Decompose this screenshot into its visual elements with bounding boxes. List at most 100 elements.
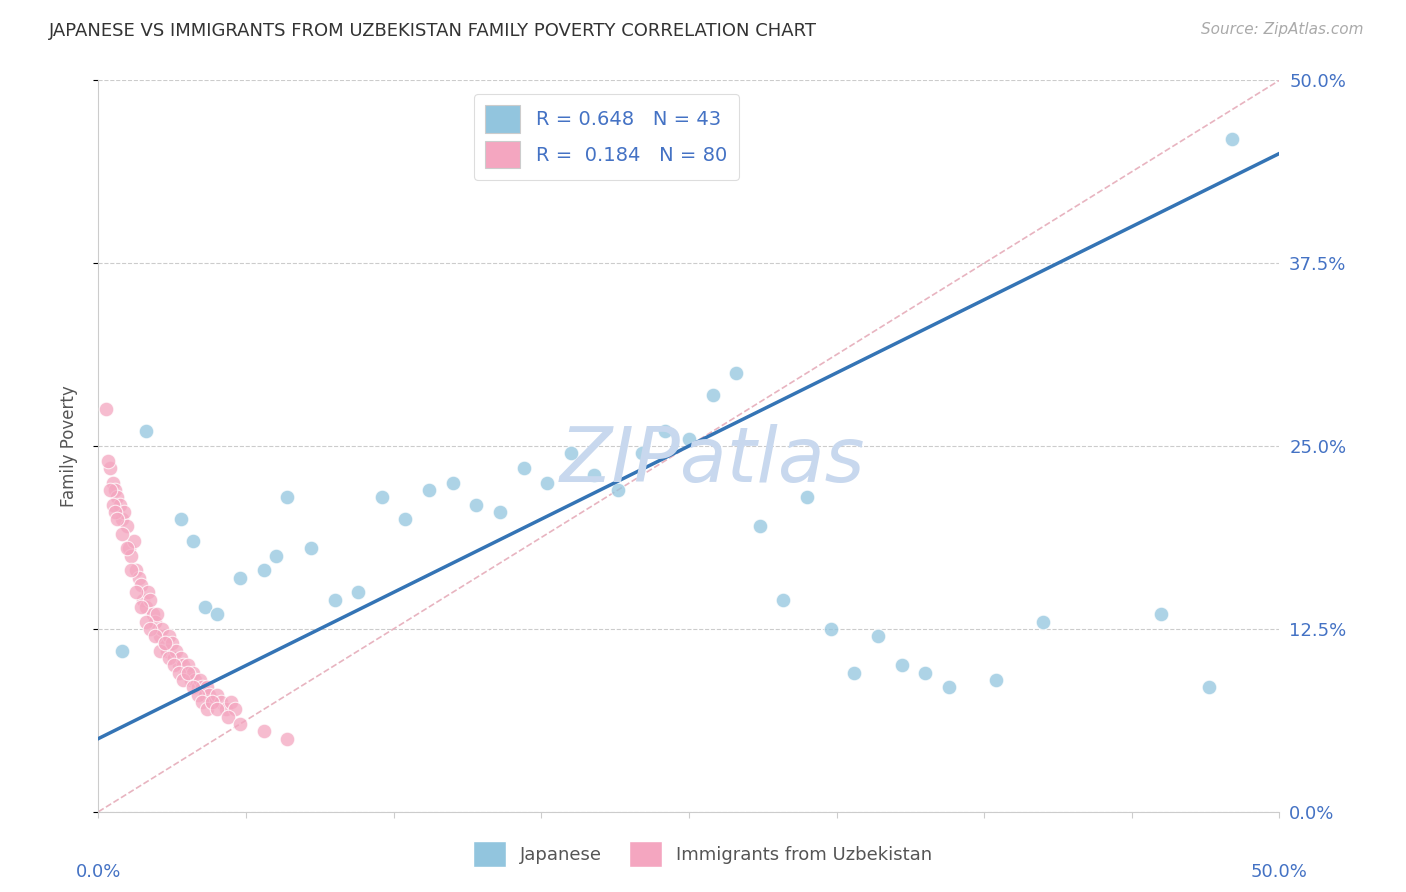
Point bbox=[219, 695, 242, 709]
Point bbox=[172, 673, 194, 687]
Point bbox=[191, 681, 214, 695]
Point bbox=[129, 578, 152, 592]
Point bbox=[139, 622, 162, 636]
Point bbox=[115, 519, 138, 533]
Point bbox=[94, 402, 117, 417]
Point bbox=[163, 658, 186, 673]
Point bbox=[560, 446, 582, 460]
Point bbox=[299, 541, 322, 556]
Point bbox=[181, 665, 204, 680]
Point bbox=[156, 644, 179, 658]
Point bbox=[215, 702, 238, 716]
Point bbox=[796, 490, 818, 504]
Point bbox=[150, 622, 173, 636]
Point bbox=[132, 592, 155, 607]
Point bbox=[253, 724, 276, 739]
Point bbox=[253, 563, 276, 577]
Point bbox=[177, 658, 200, 673]
Point bbox=[112, 505, 135, 519]
Point bbox=[157, 629, 180, 643]
Point bbox=[143, 629, 166, 643]
Point bbox=[347, 585, 370, 599]
Point bbox=[187, 688, 209, 702]
Point bbox=[201, 695, 224, 709]
Point bbox=[111, 526, 134, 541]
Point bbox=[104, 505, 127, 519]
Point bbox=[1198, 681, 1220, 695]
Point bbox=[323, 592, 346, 607]
Point bbox=[229, 571, 252, 585]
Point bbox=[121, 549, 143, 563]
Point bbox=[198, 688, 221, 702]
Point bbox=[187, 681, 209, 695]
Point bbox=[276, 731, 298, 746]
Point bbox=[205, 688, 228, 702]
Point bbox=[98, 483, 121, 497]
Point bbox=[489, 505, 512, 519]
Point bbox=[97, 453, 120, 467]
Y-axis label: Family Poverty: Family Poverty bbox=[59, 385, 77, 507]
Point bbox=[167, 658, 190, 673]
Point bbox=[465, 498, 488, 512]
Point bbox=[1032, 615, 1054, 629]
Point bbox=[163, 651, 186, 665]
Text: JAPANESE VS IMMIGRANTS FROM UZBEKISTAN FAMILY POVERTY CORRELATION CHART: JAPANESE VS IMMIGRANTS FROM UZBEKISTAN F… bbox=[49, 22, 817, 40]
Point bbox=[128, 571, 150, 585]
Point bbox=[136, 585, 159, 599]
Point bbox=[1150, 607, 1173, 622]
Point bbox=[135, 615, 157, 629]
Point bbox=[217, 709, 239, 723]
Point bbox=[205, 607, 228, 622]
Point bbox=[191, 695, 214, 709]
Point bbox=[772, 592, 794, 607]
Point bbox=[125, 585, 148, 599]
Point bbox=[630, 446, 652, 460]
Point bbox=[184, 673, 207, 687]
Text: ZIPatlas: ZIPatlas bbox=[560, 424, 865, 498]
Point bbox=[129, 599, 152, 614]
Point bbox=[209, 695, 232, 709]
Point bbox=[748, 519, 770, 533]
Point bbox=[143, 615, 166, 629]
Point bbox=[914, 665, 936, 680]
Point bbox=[1220, 132, 1243, 146]
Point bbox=[174, 665, 197, 680]
Point bbox=[181, 681, 204, 695]
Point bbox=[142, 607, 165, 622]
Point bbox=[160, 636, 183, 650]
Point bbox=[170, 512, 193, 526]
Point bbox=[104, 483, 127, 497]
Point bbox=[441, 475, 464, 490]
Point bbox=[418, 483, 440, 497]
Point bbox=[984, 673, 1007, 687]
Point bbox=[583, 468, 606, 483]
Point bbox=[607, 483, 630, 497]
Point bbox=[264, 549, 287, 563]
Point bbox=[118, 541, 141, 556]
Point bbox=[201, 695, 224, 709]
Point bbox=[195, 681, 218, 695]
Point bbox=[105, 512, 128, 526]
Point bbox=[111, 512, 134, 526]
Point bbox=[167, 665, 190, 680]
Text: 0.0%: 0.0% bbox=[76, 863, 121, 881]
Point bbox=[149, 629, 172, 643]
Point bbox=[111, 644, 134, 658]
Legend: R = 0.648   N = 43, R =  0.184   N = 80: R = 0.648 N = 43, R = 0.184 N = 80 bbox=[474, 94, 738, 180]
Point bbox=[149, 644, 172, 658]
Point bbox=[153, 636, 176, 650]
Point bbox=[146, 607, 169, 622]
Point bbox=[115, 541, 138, 556]
Point bbox=[170, 651, 193, 665]
Point bbox=[938, 681, 960, 695]
Point bbox=[654, 425, 676, 439]
Legend: Japanese, Immigrants from Uzbekistan: Japanese, Immigrants from Uzbekistan bbox=[467, 834, 939, 874]
Point bbox=[121, 563, 143, 577]
Point bbox=[105, 490, 128, 504]
Point bbox=[276, 490, 298, 504]
Point bbox=[98, 461, 121, 475]
Point bbox=[101, 475, 124, 490]
Point bbox=[512, 461, 534, 475]
Text: Source: ZipAtlas.com: Source: ZipAtlas.com bbox=[1201, 22, 1364, 37]
Point bbox=[188, 673, 211, 687]
